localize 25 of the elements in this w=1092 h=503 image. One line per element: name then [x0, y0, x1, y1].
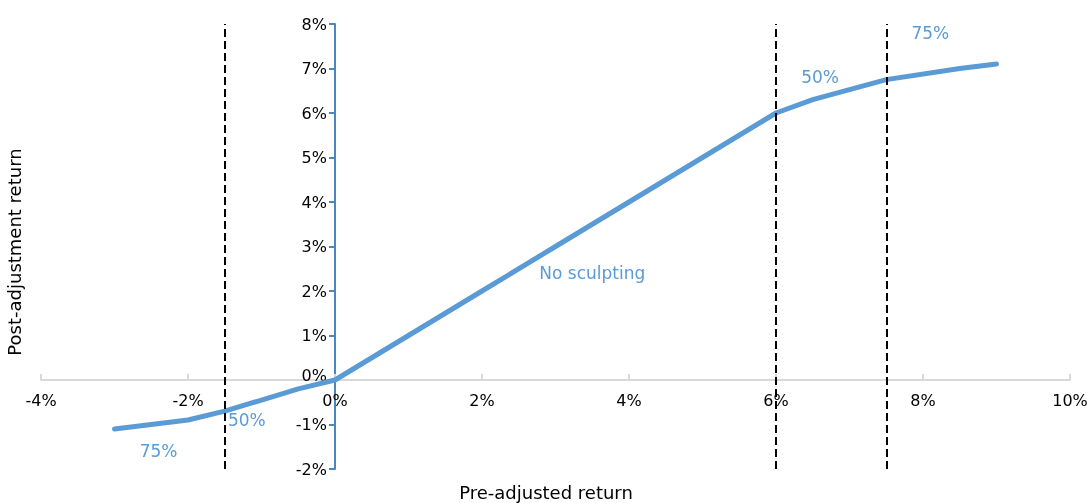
y-tick-label: 7% — [301, 59, 327, 78]
annotation: 50% — [801, 67, 839, 88]
annotation: 50% — [227, 410, 266, 431]
x-tick-label: -4% — [25, 390, 57, 410]
x-tick-label: 6% — [763, 390, 789, 410]
x-axis-title: Pre-adjusted return — [459, 481, 633, 503]
x-tick-label: -2% — [172, 390, 204, 410]
x-tick-label: 4% — [616, 390, 642, 410]
x-tick-label: 8% — [910, 390, 936, 410]
x-tick-label: 10% — [1052, 390, 1088, 410]
annotation: No sculpting — [539, 263, 646, 284]
y-tick-label: 4% — [301, 192, 327, 212]
y-tick-label: -1% — [295, 415, 327, 434]
annotation: 75% — [139, 441, 178, 462]
y-tick-label: 1% — [301, 326, 327, 345]
y-tick-label: 5% — [301, 148, 327, 167]
y-tick-label: 6% — [301, 103, 327, 123]
y-tick-label: 2% — [301, 281, 327, 301]
y-tick-label: 0% — [301, 365, 327, 385]
y-tick-label: 8% — [301, 14, 327, 34]
x-tick-label: 2% — [469, 390, 495, 410]
y-tick-label: -2% — [295, 459, 327, 479]
annotation: 75% — [911, 22, 950, 43]
y-axis-title: Post-adjustment return — [3, 148, 25, 356]
y-tick-label: 3% — [301, 237, 327, 256]
